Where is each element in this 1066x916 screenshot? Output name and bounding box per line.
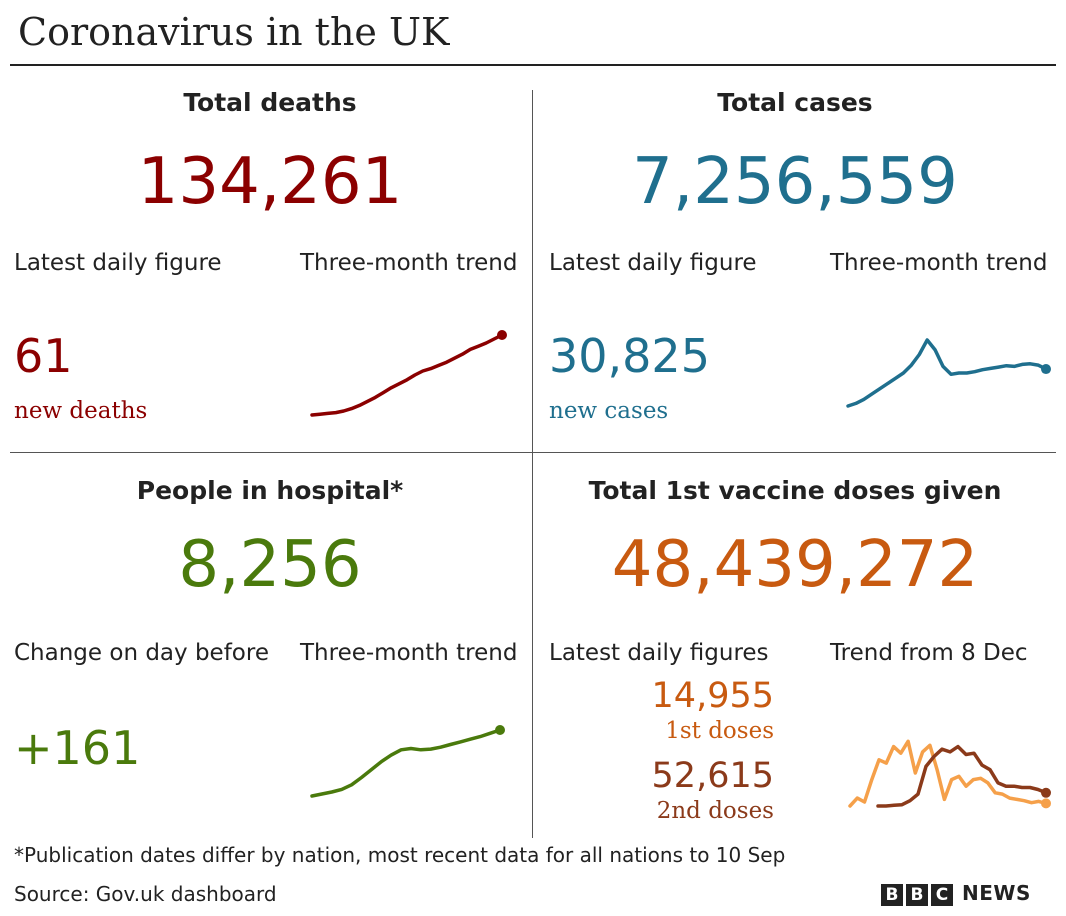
vaccine-second-caption: 2nd doses (656, 798, 774, 824)
vaccine-trend-label: Trend from 8 Dec (830, 640, 1028, 666)
vaccine-second-doses-trend-end-dot (1041, 787, 1051, 798)
deaths-trend-end-dot (497, 330, 507, 340)
deaths-latest-caption: new deaths (14, 398, 148, 424)
vaccine-first-caption: 1st doses (665, 718, 774, 744)
deaths-title: Total deaths (183, 88, 357, 117)
hospital-trend-end-dot (495, 725, 505, 735)
vaccine-first-value: 14,955 (651, 676, 774, 716)
vaccine-total: 48,439,272 (611, 528, 979, 602)
cases-trend-label: Three-month trend (830, 250, 1048, 276)
cases-trend-end-dot (1041, 364, 1051, 375)
deaths-trend-label: Three-month trend (300, 250, 518, 276)
vaccine-first-doses-trend-line (848, 739, 1048, 808)
horizontal-divider (10, 452, 1056, 453)
page-title: Coronavirus in the UK (18, 10, 450, 54)
hospital-total: 8,256 (178, 528, 362, 602)
bbc-logo-letter-3: C (931, 884, 953, 906)
deaths-trend-chart (310, 330, 507, 417)
bbc-logo-word: NEWS (962, 881, 1031, 905)
vaccine-second-value: 52,615 (651, 756, 774, 796)
cases-latest-caption: new cases (549, 398, 669, 424)
vaccine-first-doses-trend-end-dot (1041, 798, 1051, 809)
deaths-total: 134,261 (137, 145, 403, 219)
cases-trend-chart (846, 338, 1051, 408)
cases-latest-label: Latest daily figure (549, 250, 757, 276)
hospital-trend-line (310, 728, 502, 798)
hospital-trend-label: Three-month trend (300, 640, 518, 666)
bbc-news-logo: B B C NEWS (881, 881, 1031, 906)
cases-title: Total cases (717, 88, 873, 117)
bbc-logo-letter-1: B (881, 884, 903, 906)
deaths-trend-line (310, 333, 504, 417)
bbc-logo-letter-2: B (906, 884, 928, 906)
cases-latest-value: 30,825 (549, 329, 710, 383)
vaccine-trend-chart (848, 739, 1051, 809)
vertical-divider (532, 90, 533, 838)
cases-trend-line (846, 338, 1048, 408)
footnote: *Publication dates differ by nation, mos… (14, 843, 786, 867)
hospital-trend-chart (310, 725, 505, 798)
vaccine-latest-label: Latest daily figures (549, 640, 769, 666)
vaccine-title: Total 1st vaccine doses given (588, 476, 1002, 505)
deaths-latest-label: Latest daily figure (14, 250, 222, 276)
title-rule (10, 64, 1056, 66)
vaccine-second-doses-trend-line (876, 744, 1048, 808)
cases-total: 7,256,559 (632, 145, 958, 219)
deaths-latest-value: 61 (14, 329, 73, 383)
hospital-latest-label: Change on day before (14, 640, 269, 666)
hospital-title: People in hospital* (136, 476, 404, 505)
hospital-latest-value: +161 (14, 721, 141, 775)
source: Source: Gov.uk dashboard (14, 882, 277, 906)
